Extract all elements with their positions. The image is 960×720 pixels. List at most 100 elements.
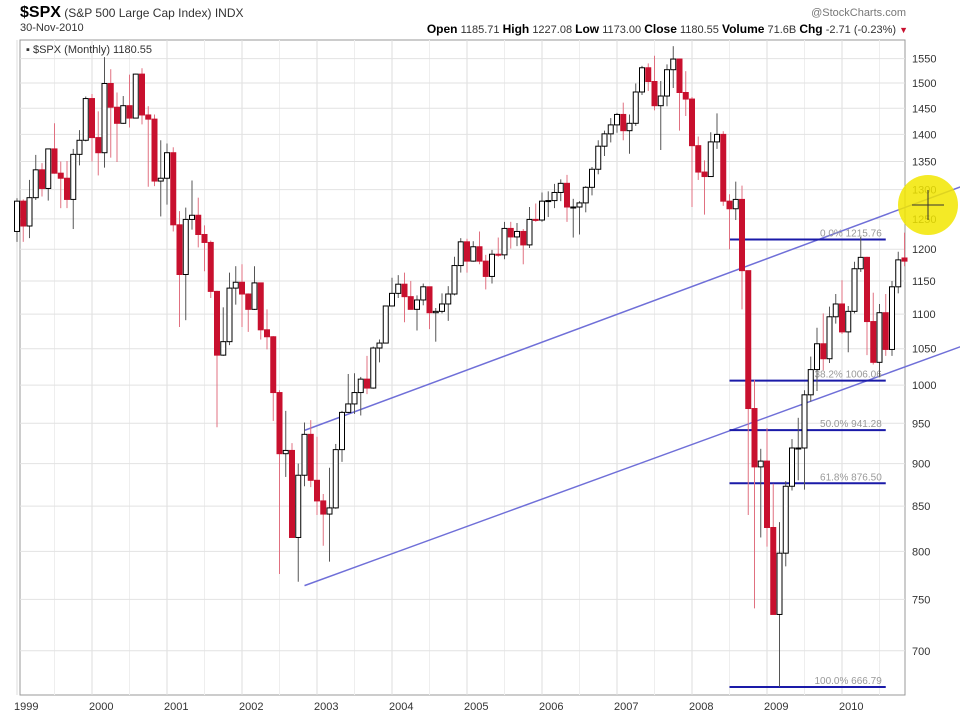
candle-body xyxy=(545,200,552,203)
candle-body xyxy=(20,200,27,227)
candle xyxy=(395,275,402,298)
candle-body xyxy=(570,206,577,209)
candle xyxy=(801,390,808,490)
candle-body xyxy=(176,224,183,275)
candle-body xyxy=(689,98,695,147)
candle xyxy=(507,221,514,249)
candle-body xyxy=(64,177,70,200)
candle xyxy=(439,293,445,314)
y-tick-label: 1400 xyxy=(912,129,936,141)
close-value: 1180.55 xyxy=(679,24,719,36)
trendline xyxy=(304,186,960,432)
candle xyxy=(264,309,270,350)
candle xyxy=(39,163,45,197)
candle xyxy=(776,522,783,687)
candle-body xyxy=(876,312,883,363)
low-label: Low xyxy=(575,22,600,36)
candle-body xyxy=(132,73,139,119)
candle xyxy=(301,422,308,487)
candle xyxy=(339,410,345,462)
x-tick-label: 2005 xyxy=(464,701,488,713)
x-tick-label: 1999 xyxy=(14,701,38,713)
candle-body xyxy=(501,227,508,256)
y-tick-label: 1100 xyxy=(912,309,936,321)
open-value: 1185.71 xyxy=(460,24,500,36)
candle xyxy=(295,463,302,582)
x-tick-label: 2010 xyxy=(839,701,863,713)
candle-body xyxy=(101,82,108,154)
symbol: $SPX xyxy=(20,4,61,21)
candle xyxy=(257,282,264,340)
candle xyxy=(676,58,683,131)
x-tick-label: 2001 xyxy=(164,701,188,713)
candle xyxy=(595,140,602,175)
candle xyxy=(45,148,52,201)
candle-body xyxy=(851,268,858,312)
candle xyxy=(895,251,902,294)
candle-body xyxy=(445,293,452,305)
candle-body xyxy=(839,303,845,333)
candle-body xyxy=(32,169,39,199)
candle xyxy=(845,305,852,353)
candle xyxy=(189,180,195,230)
candle-body xyxy=(251,282,258,310)
volume-value: 71.6B xyxy=(767,24,797,36)
chart-date: 30-Nov-2010 xyxy=(20,22,84,34)
candle-body xyxy=(214,290,220,356)
candle xyxy=(445,286,452,321)
candle xyxy=(476,231,483,265)
candle xyxy=(451,256,458,296)
candle-body xyxy=(620,113,627,132)
candle-body xyxy=(864,256,870,323)
candle-body xyxy=(495,253,502,256)
candle-body xyxy=(51,148,58,174)
candle-body xyxy=(757,460,764,468)
y-tick-label: 950 xyxy=(912,418,930,430)
candle xyxy=(732,181,739,221)
candle xyxy=(201,225,208,272)
candle xyxy=(714,113,720,149)
candle-body xyxy=(201,233,208,243)
candle xyxy=(495,237,502,257)
candle xyxy=(607,118,614,143)
candle-body xyxy=(770,526,777,615)
candle xyxy=(876,303,883,377)
chart-legend: ▪ $SPX (Monthly) 1180.55 xyxy=(26,44,152,56)
candle xyxy=(689,97,695,208)
candle-body xyxy=(414,299,420,310)
candle xyxy=(489,249,495,284)
candle-body xyxy=(670,58,677,71)
candle xyxy=(482,254,489,290)
candle xyxy=(720,131,727,206)
candle xyxy=(220,307,227,356)
candle-body xyxy=(351,392,358,405)
y-tick-label: 1150 xyxy=(912,276,936,288)
candle-body xyxy=(732,198,739,210)
candle-body xyxy=(295,474,302,538)
candle xyxy=(770,483,777,615)
candle-body xyxy=(614,113,620,126)
y-tick-label: 1450 xyxy=(912,103,936,115)
candle xyxy=(707,132,714,178)
candle-body xyxy=(326,507,333,515)
candle-body xyxy=(695,145,702,173)
candle-body xyxy=(107,82,114,108)
candle xyxy=(545,191,552,218)
candle xyxy=(20,199,27,242)
candle xyxy=(807,356,814,402)
candle-body xyxy=(857,256,864,270)
candle xyxy=(414,295,420,331)
candle-body xyxy=(164,152,170,179)
candle-body xyxy=(470,246,477,262)
candle-body xyxy=(814,343,820,371)
candle xyxy=(164,143,170,205)
candle-body xyxy=(901,257,908,262)
candle-body xyxy=(139,73,145,116)
candle-body xyxy=(726,200,733,210)
candle-body xyxy=(26,197,33,227)
candle xyxy=(57,161,64,209)
candle xyxy=(614,112,620,133)
down-triangle-icon: ▼ xyxy=(899,25,908,35)
candle-body xyxy=(551,191,558,202)
